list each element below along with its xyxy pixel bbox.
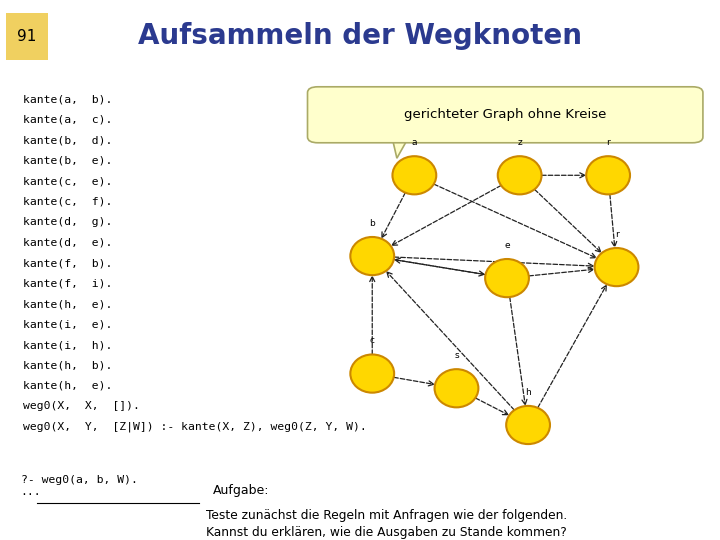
- Circle shape: [498, 156, 541, 194]
- Text: b: b: [369, 219, 375, 228]
- Text: 91: 91: [17, 29, 36, 44]
- FancyBboxPatch shape: [6, 13, 48, 60]
- Circle shape: [351, 354, 394, 393]
- Circle shape: [392, 156, 436, 194]
- Text: kante(c,  f).: kante(c, f).: [22, 197, 112, 207]
- Text: ?- weg0(a, b, W).: ?- weg0(a, b, W).: [21, 475, 138, 485]
- Circle shape: [485, 259, 529, 297]
- Circle shape: [351, 237, 394, 275]
- Text: kante(b,  e).: kante(b, e).: [22, 156, 112, 166]
- Text: kante(h,  e).: kante(h, e).: [22, 381, 112, 391]
- Text: kante(c,  e).: kante(c, e).: [22, 177, 112, 186]
- Text: s: s: [454, 351, 459, 360]
- Text: e: e: [504, 241, 510, 250]
- Polygon shape: [392, 137, 409, 158]
- Text: kante(d,  e).: kante(d, e).: [22, 238, 112, 248]
- Text: kante(f,  i).: kante(f, i).: [22, 279, 112, 289]
- Text: Aufsammeln der Wegknoten: Aufsammeln der Wegknoten: [138, 23, 582, 50]
- FancyBboxPatch shape: [307, 87, 703, 143]
- Text: weg0(X,  Y,  [Z|W]) :- kante(X, Z), weg0(Z, Y, W).: weg0(X, Y, [Z|W]) :- kante(X, Z), weg0(Z…: [22, 422, 366, 433]
- Text: r: r: [615, 230, 618, 239]
- Text: weg0(X,  X,  []).: weg0(X, X, []).: [22, 401, 140, 411]
- Text: a: a: [412, 138, 417, 147]
- Text: Kannst du erklären, wie die Ausgaben zu Stande kommen?: Kannst du erklären, wie die Ausgaben zu …: [206, 526, 567, 539]
- Text: kante(b,  d).: kante(b, d).: [22, 136, 112, 145]
- Text: z: z: [517, 138, 522, 147]
- Text: kante(h,  b).: kante(h, b).: [22, 361, 112, 370]
- Text: kante(i,  h).: kante(i, h).: [22, 340, 112, 350]
- Text: c: c: [370, 336, 374, 345]
- Circle shape: [586, 156, 630, 194]
- Text: kante(a,  c).: kante(a, c).: [22, 115, 112, 125]
- Circle shape: [595, 248, 639, 286]
- Text: kante(a,  b).: kante(a, b).: [22, 94, 112, 105]
- Text: Aufgabe:: Aufgabe:: [213, 484, 269, 497]
- Text: ...: ...: [21, 487, 41, 497]
- Text: r: r: [606, 138, 610, 147]
- Text: gerichteter Graph ohne Kreise: gerichteter Graph ohne Kreise: [404, 109, 606, 122]
- Circle shape: [506, 406, 550, 444]
- Text: Teste zunächst die Regeln mit Anfragen wie der folgenden.: Teste zunächst die Regeln mit Anfragen w…: [206, 509, 567, 522]
- Text: kante(d,  g).: kante(d, g).: [22, 217, 112, 227]
- Circle shape: [435, 369, 478, 407]
- Text: kante(f,  b).: kante(f, b).: [22, 258, 112, 268]
- Text: kante(i,  e).: kante(i, e).: [22, 320, 112, 329]
- Text: h: h: [525, 388, 531, 397]
- Text: kante(h,  e).: kante(h, e).: [22, 299, 112, 309]
